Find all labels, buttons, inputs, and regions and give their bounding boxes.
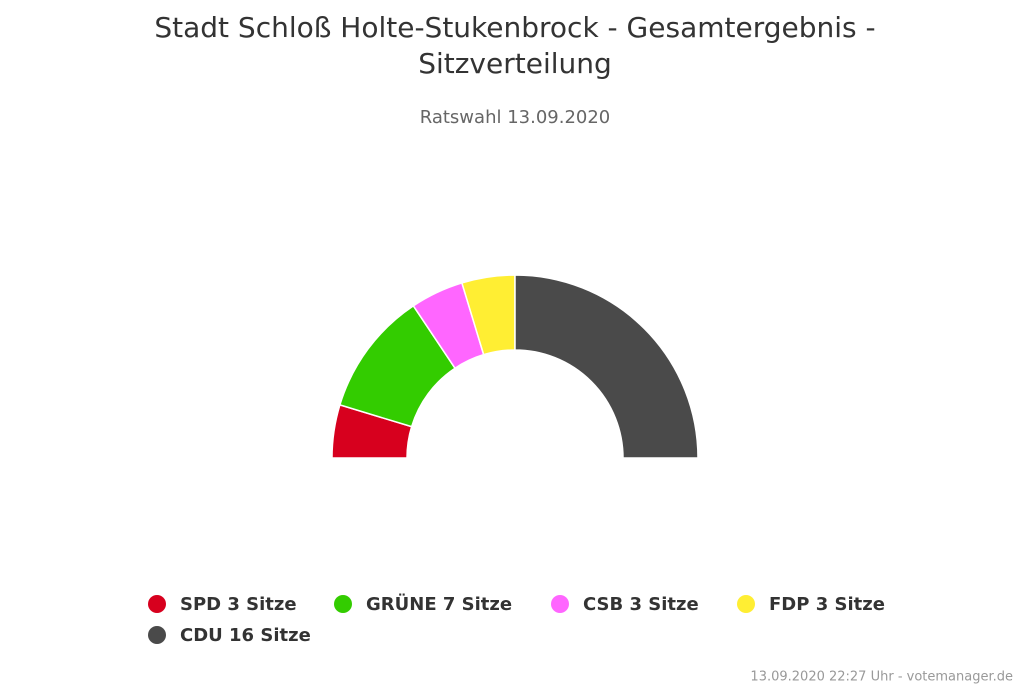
legend-label: GRÜNE 7 Sitze	[366, 593, 512, 615]
legend-label: CSB 3 Sitze	[583, 594, 699, 615]
seat-segment	[514, 274, 699, 459]
legend-label: SPD 3 Sitze	[180, 594, 297, 615]
credits: 13.09.2020 22:27 Uhr - votemanager.de	[750, 670, 1013, 685]
chart-subtitle: Ratswahl 13.09.2020	[420, 107, 611, 128]
legend-symbol	[148, 595, 166, 613]
legend-symbol	[551, 595, 569, 613]
legend-label: CDU 16 Sitze	[180, 625, 311, 646]
legend-symbol	[737, 595, 755, 613]
legend-symbol	[334, 595, 352, 613]
chart-title: Stadt Schloß Holte-Stukenbrock - Gesamte…	[154, 11, 876, 80]
legend-label: FDP 3 Sitze	[769, 594, 885, 615]
legend-symbol	[148, 626, 166, 644]
